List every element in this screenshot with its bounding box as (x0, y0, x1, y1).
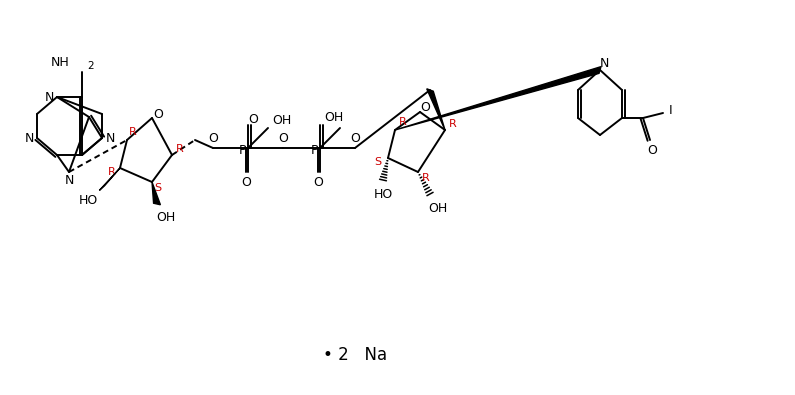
Text: N: N (25, 132, 33, 145)
Text: NH: NH (51, 56, 70, 68)
Text: OH: OH (324, 111, 343, 124)
Text: OH: OH (157, 211, 176, 224)
Text: O: O (208, 132, 218, 145)
Text: S: S (154, 183, 161, 193)
Text: R: R (176, 144, 184, 154)
Text: O: O (153, 107, 163, 120)
Text: HO: HO (374, 188, 393, 201)
Text: I: I (669, 103, 673, 117)
Text: R: R (449, 119, 457, 129)
Polygon shape (395, 67, 601, 130)
Text: O: O (350, 132, 360, 145)
Text: O: O (313, 175, 323, 188)
Text: O: O (420, 100, 430, 113)
Text: • 2   Na: • 2 Na (323, 346, 387, 364)
Polygon shape (99, 168, 120, 190)
Text: N: N (599, 56, 609, 70)
Text: P: P (310, 143, 318, 156)
Text: N: N (64, 173, 74, 186)
Text: S: S (374, 157, 382, 167)
Text: P: P (238, 143, 246, 156)
Polygon shape (152, 182, 161, 205)
Text: R: R (129, 127, 137, 137)
Text: HO: HO (79, 194, 98, 207)
Text: 2: 2 (87, 61, 94, 71)
Text: N: N (105, 132, 114, 145)
Text: R: R (422, 173, 430, 183)
Text: OH: OH (429, 201, 448, 214)
Text: OH: OH (273, 113, 292, 126)
Text: O: O (647, 143, 657, 156)
Text: N: N (45, 90, 54, 103)
Polygon shape (427, 89, 445, 130)
Text: O: O (278, 132, 288, 145)
Text: R: R (399, 117, 407, 127)
Text: O: O (241, 175, 251, 188)
Text: R: R (108, 167, 116, 177)
Text: O: O (248, 113, 258, 126)
